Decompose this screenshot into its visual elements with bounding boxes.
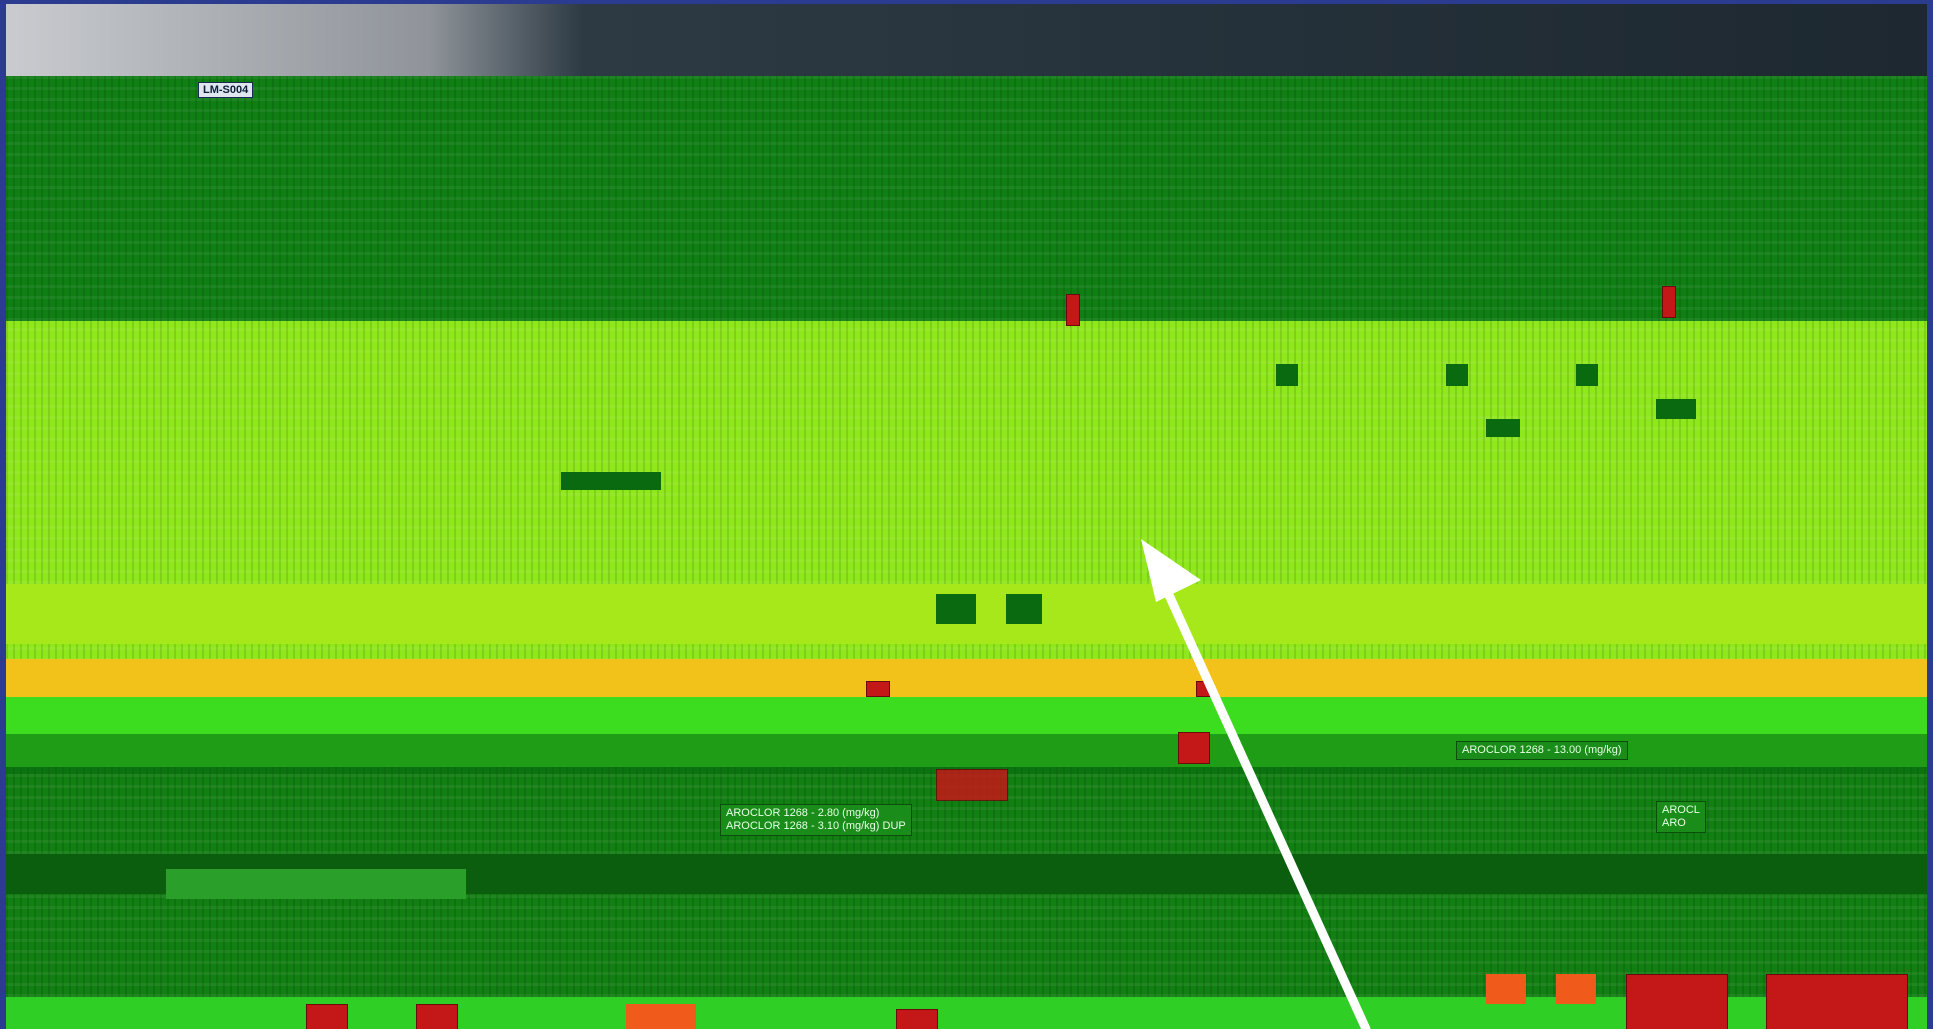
hot-spot — [1626, 974, 1728, 1029]
dark-vegetation-zone — [6, 76, 1927, 321]
vegetation-texture-upper — [6, 76, 1927, 321]
dark-patch — [1656, 399, 1696, 419]
sample-result-label[interactable]: AROCLOR 1268 - 13.00 (mg/kg) — [1456, 741, 1628, 760]
station-id-label[interactable]: LM-S004 — [198, 82, 254, 98]
sample-marker[interactable] — [936, 769, 1008, 801]
dark-patch — [1006, 594, 1042, 624]
dark-patch — [936, 594, 976, 624]
result-line: AROCLOR 1268 - 13.00 (mg/kg) — [1462, 744, 1622, 756]
hot-spot — [416, 1004, 458, 1029]
sample-result-label[interactable]: AROCLOR 1268 - 2.80 (mg/kg) AROCLOR 1268… — [720, 804, 912, 836]
hot-spot — [626, 1004, 696, 1029]
result-line: AROCL — [1662, 804, 1700, 816]
highlight-band — [6, 659, 1927, 697]
hot-spot — [896, 1009, 938, 1029]
background-shoreline — [6, 4, 1927, 76]
sample-marker[interactable] — [1662, 286, 1676, 318]
hot-spot — [306, 1004, 348, 1029]
result-line: AROCLOR 1268 - 2.80 (mg/kg) — [726, 807, 880, 819]
dark-patch — [561, 472, 661, 490]
sample-marker[interactable] — [1178, 732, 1210, 764]
aerial-map[interactable]: LM-S004 AROCLOR 1268 - 2.80 (mg/kg) AROC… — [6, 4, 1927, 1029]
sample-marker[interactable] — [866, 681, 890, 697]
result-line: ARO — [1662, 817, 1686, 829]
result-line-dup: AROCLOR 1268 - 3.10 (mg/kg) DUP — [726, 820, 906, 832]
sample-result-label[interactable]: AROCL ARO — [1656, 801, 1706, 833]
channel-bank — [166, 869, 466, 899]
dark-patch — [1446, 364, 1468, 386]
hot-spot — [1486, 974, 1526, 1004]
hot-spot — [1766, 974, 1908, 1029]
sample-marker[interactable] — [1066, 294, 1080, 326]
dark-patch — [1486, 419, 1520, 437]
hot-spot — [1556, 974, 1596, 1004]
arrow-pointer-icon — [1141, 539, 1371, 1029]
dark-patch — [1576, 364, 1598, 386]
dark-patch — [1276, 364, 1298, 386]
